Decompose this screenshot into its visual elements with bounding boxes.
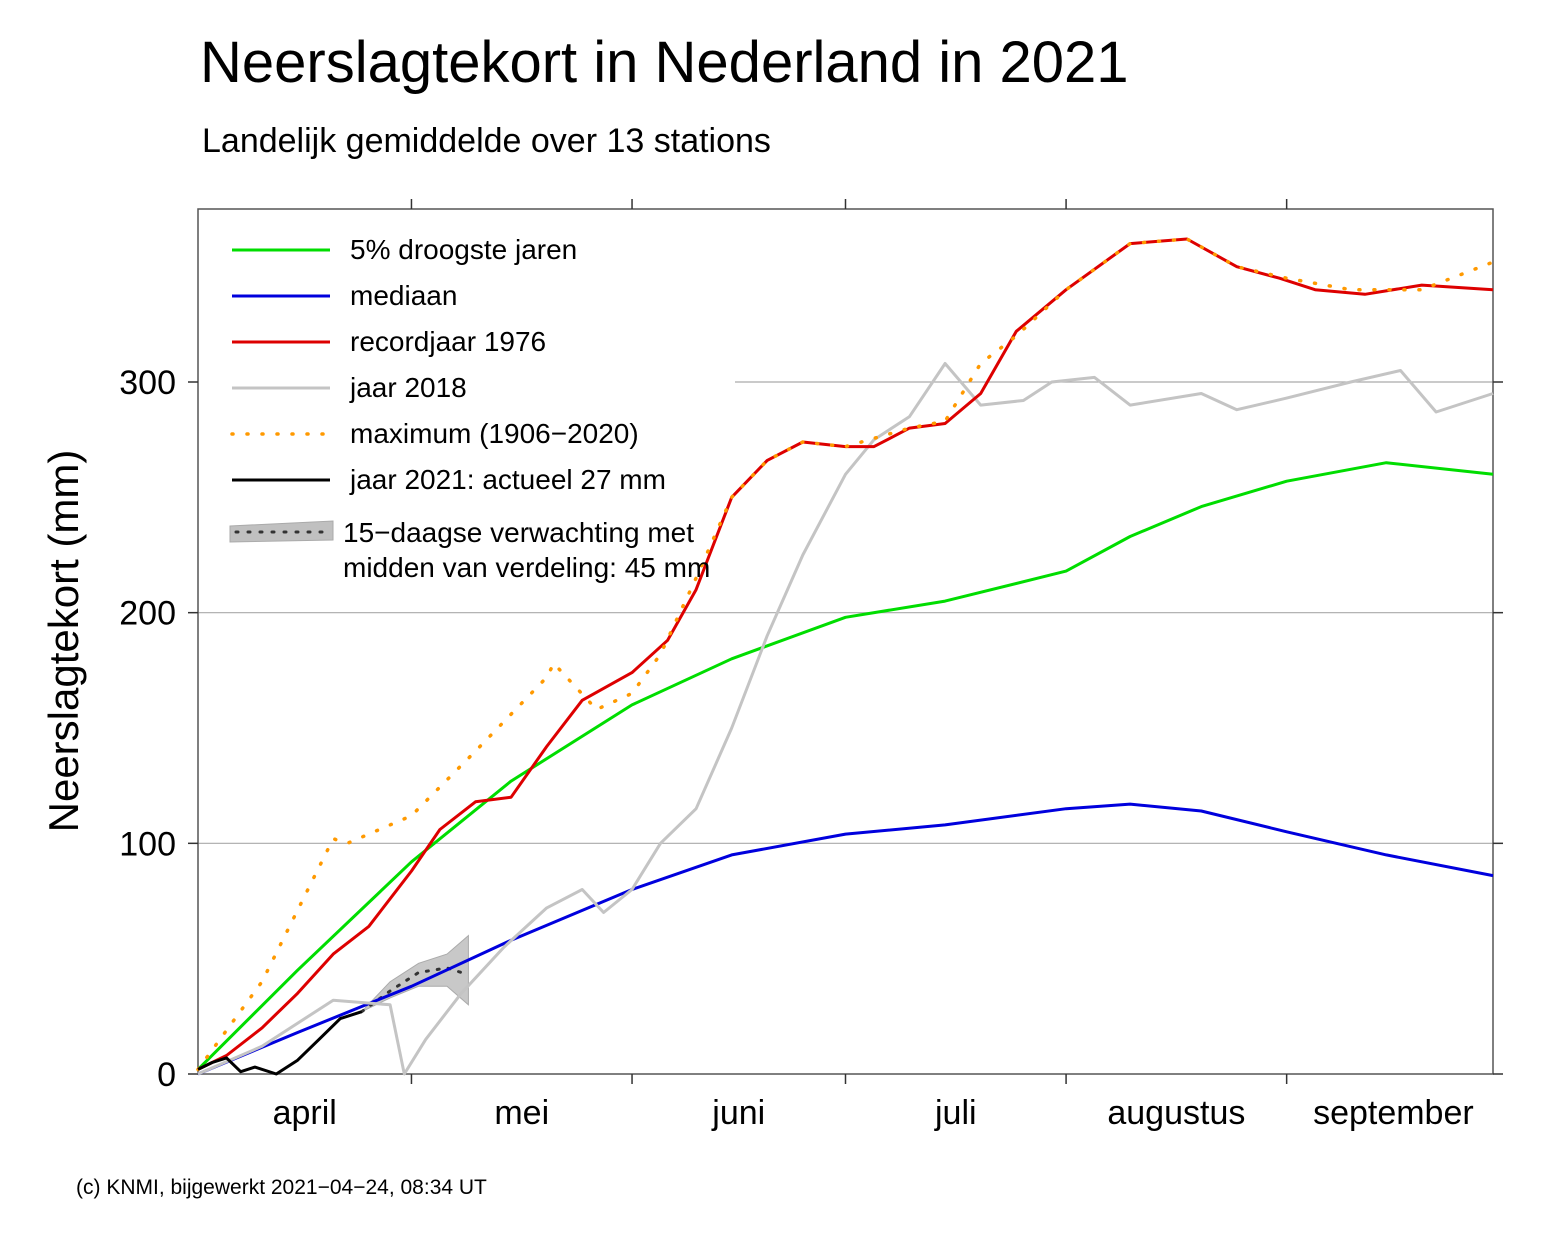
legend-label: 15−daagse verwachting met bbox=[343, 517, 694, 548]
series-line-2021 bbox=[197, 1010, 363, 1076]
legend-swatch bbox=[229, 520, 334, 543]
x-tick-label: juni bbox=[711, 1094, 765, 1132]
x-axis: april mei juni juli augustus september bbox=[273, 199, 1474, 1132]
y-tick-label: 100 bbox=[119, 825, 176, 863]
legend-item-2018: jaar 2018 bbox=[232, 372, 467, 403]
series-line-mediaan bbox=[197, 802, 1494, 1076]
legend-item-1976: recordjaar 1976 bbox=[232, 326, 546, 357]
x-tick-label: augustus bbox=[1107, 1094, 1245, 1132]
x-tick-label: mei bbox=[494, 1094, 549, 1132]
legend-label: jaar 2018 bbox=[349, 372, 467, 403]
footer-credit: (c) KNMI, bijgewerkt 2021−04−24, 08:34 U… bbox=[76, 1176, 487, 1199]
legend: 5% droogste jaren mediaan recordjaar 1976 j… bbox=[229, 234, 710, 583]
legend-label: maximum (1906−2020) bbox=[350, 418, 639, 449]
x-tick-label: september bbox=[1313, 1094, 1474, 1132]
series-line-1976 bbox=[197, 237, 1494, 1071]
y-tick-label: 300 bbox=[119, 364, 176, 402]
x-tick-label: juli bbox=[934, 1094, 977, 1132]
legend-item-2021: jaar 2021: actueel 27 mm bbox=[232, 464, 666, 495]
chart-title: Neerslagtekort in Nederland in 2021 bbox=[200, 30, 1129, 95]
series-line-2018 bbox=[197, 362, 1494, 1076]
legend-label: mediaan bbox=[350, 280, 457, 311]
y-tick-label: 0 bbox=[157, 1056, 176, 1094]
legend-item-mediaan: mediaan bbox=[232, 280, 457, 311]
legend-item-maximum: maximum (1906−2020) bbox=[230, 418, 639, 449]
y-tick-label: 200 bbox=[119, 595, 176, 633]
legend-note: midden van verdeling: 45 mm bbox=[343, 552, 710, 583]
legend-item-forecast: 15−daagse verwachting met midden van verd… bbox=[229, 517, 710, 583]
series-group bbox=[196, 237, 1495, 1076]
y-axis: 0 100 200 300 bbox=[119, 364, 1503, 1094]
chart-subtitle: Landelijk gemiddelde over 13 stations bbox=[202, 122, 771, 160]
legend-label: recordjaar 1976 bbox=[350, 326, 546, 357]
grid-lines bbox=[198, 381, 1493, 844]
legend-label: jaar 2021: actueel 27 mm bbox=[349, 464, 666, 495]
series-line-maximum bbox=[196, 237, 1495, 1072]
y-axis-label: Neerslagtekort (mm) bbox=[40, 450, 87, 833]
legend-item-5pct: 5% droogste jaren bbox=[232, 234, 577, 265]
x-tick-label: april bbox=[273, 1094, 337, 1132]
legend-label: 5% droogste jaren bbox=[350, 234, 577, 265]
